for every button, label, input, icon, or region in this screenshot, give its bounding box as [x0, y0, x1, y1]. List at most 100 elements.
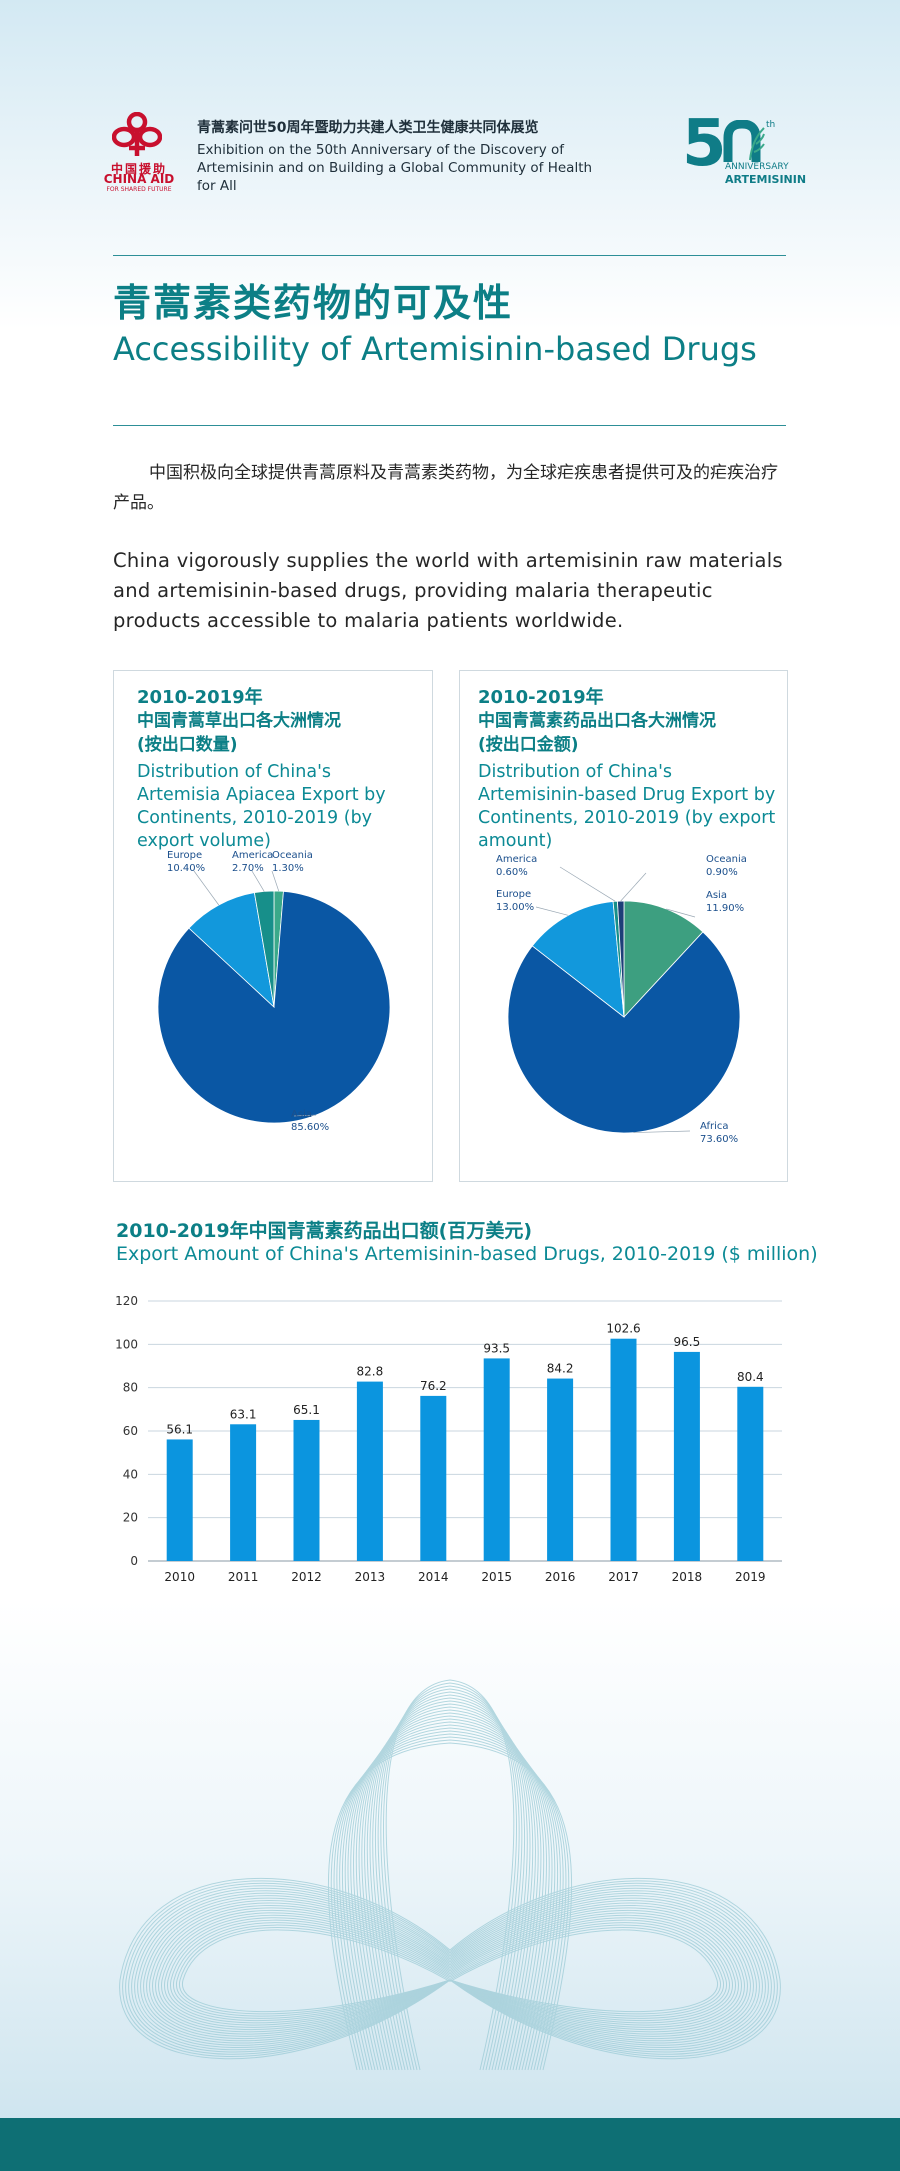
pie1-label-europe: Europe [167, 850, 202, 861]
pie1-slice-europe [188, 892, 275, 1009]
bar-chart-export-amount: 0 20 40 60 80 100 120 56.1 2010 63.1 2011 65.1 2012 8… [115, 1294, 782, 1584]
pie1-value-asia: 85.60% [291, 1122, 329, 1133]
bar-2012 [293, 1419, 320, 1561]
pie2-leader-europe [535, 906, 569, 916]
decorative-ribbon-icon [119, 1679, 781, 2071]
pie2-value-oceania: 0.90% [706, 867, 738, 878]
bar-value-label-2014: 76.2 [420, 1379, 447, 1393]
bar-2011 [230, 1424, 257, 1561]
bar-value-label-2015: 93.5 [483, 1341, 510, 1355]
bar-xtick-2018: 2018 [672, 1570, 703, 1584]
bar-value-label-2013: 82.8 [357, 1365, 384, 1379]
pie1-leader-asia [293, 1114, 317, 1117]
bar-2016 [547, 1378, 574, 1561]
pie1-label-america: America [232, 850, 273, 861]
bar-value-label-2019: 80.4 [737, 1370, 764, 1384]
pie1-value-oceania: 1.30% [272, 863, 304, 874]
bar-2014 [420, 1395, 447, 1561]
bar-ytick-0: 0 [130, 1554, 138, 1568]
title-bottom-rule [113, 425, 786, 426]
pie2-label-oceania: Oceania [706, 854, 747, 865]
bar-chart-title-en: Export Amount of China's Artemisinin-bas… [116, 1243, 818, 1265]
bar-value-label-2011: 63.1 [230, 1407, 257, 1421]
bar-2013 [356, 1381, 383, 1561]
pie1-title-cn-line2: (按出口数量) [137, 735, 238, 755]
bar-xtick-2017: 2017 [608, 1570, 639, 1584]
logo-cn-text: 中国援助 [110, 162, 167, 176]
pie2-value-europe: 13.00% [496, 902, 534, 913]
bar-value-label-2018: 96.5 [674, 1335, 701, 1349]
pie2-title-en: Distribution of China's Artemisinin-base… [478, 762, 776, 851]
pie1-leader-oceania [271, 870, 280, 892]
bar-ytick-120: 120 [115, 1294, 138, 1308]
exhibition-title-en: Exhibition on the 50th Anniversary of th… [197, 142, 593, 194]
bar-xtick-2013: 2013 [355, 1570, 386, 1584]
pie2-label-africa: Africa [700, 1121, 729, 1132]
bar-2019 [737, 1386, 764, 1561]
pie2-leader-oceania [620, 872, 647, 902]
pie2-value-asia: 11.90% [706, 903, 744, 914]
bar-xtick-2012: 2012 [291, 1570, 322, 1584]
pie2-value-america: 0.60% [496, 867, 528, 878]
bar-value-label-2016: 84.2 [547, 1362, 574, 1376]
pie1-title-en: Distribution of China's Artemisia Apiace… [137, 762, 386, 851]
pie1-leader-america [251, 870, 265, 892]
title-top-rule [113, 255, 786, 256]
bar-xtick-2011: 2011 [228, 1570, 259, 1584]
pie-card-export-amount: 2010-2019年 中国青蒿素药品出口各大洲情况 (按出口金额) Distri… [459, 670, 788, 1182]
bar-xtick-2019: 2019 [735, 1570, 766, 1584]
footer-band [0, 2118, 900, 2171]
badge-number: 5 [682, 107, 727, 181]
intro-paragraph-cn: 中国积极向全球提供青蒿原料及青蒿素类药物，为全球疟疾患者提供可及的疟疾治疗产品。 [113, 463, 778, 513]
exhibition-title-cn: 青蒿素问世50周年暨助力共建人类卫生健康共同体展览 [197, 120, 539, 136]
pie2-leader-asia [666, 908, 696, 918]
pie1-value-america: 2.70% [232, 863, 264, 874]
pie2-title-year: 2010-2019年 [478, 687, 604, 708]
bar-2015 [483, 1358, 510, 1561]
zero-leaf-icon [723, 120, 765, 162]
page-title-cn: 青蒿素类药物的可及性 [113, 281, 514, 325]
pie2-label-america: America [496, 854, 537, 865]
bar-2017 [610, 1338, 637, 1561]
pie1-leader-europe [193, 870, 220, 906]
badge-artemisinin: ARTEMISININ [725, 173, 807, 186]
bar-xtick-2014: 2014 [418, 1570, 449, 1584]
pie2-leader-africa [633, 1130, 691, 1133]
pie2-label-asia: Asia [706, 890, 727, 901]
bar-ytick-80: 80 [123, 1381, 138, 1395]
bar-value-label-2012: 65.1 [293, 1403, 320, 1417]
bar-2010 [166, 1439, 193, 1561]
intro-paragraph-en: China vigorously supplies the world with… [113, 549, 783, 632]
pie2-slice-europe [531, 901, 625, 1018]
page-title-en: Accessibility of Artemisinin-based Drugs [113, 330, 757, 368]
bar-ytick-40: 40 [123, 1467, 138, 1481]
bar-value-label-2017: 102.6 [606, 1322, 640, 1336]
pie1-label-asia: Asia [291, 1109, 312, 1120]
badge-anniversary: ANNIVERSARY [725, 162, 789, 172]
pie1-title-year: 2010-2019年 [137, 687, 263, 708]
pie2-title-cn-line2: (按出口金额) [478, 735, 579, 755]
bar-value-label-2010: 56.1 [166, 1422, 193, 1436]
pie2-title-cn-line1: 中国青蒿素药品出口各大洲情况 [478, 711, 716, 731]
bar-xtick-2016: 2016 [545, 1570, 576, 1584]
bar-xtick-2010: 2010 [164, 1570, 195, 1584]
china-aid-knot-icon [112, 112, 162, 156]
bar-ytick-60: 60 [123, 1424, 138, 1438]
bar-ytick-100: 100 [115, 1337, 138, 1351]
pie2-leader-america [559, 866, 616, 902]
logo-sub-text: FOR SHARED FUTURE [106, 186, 172, 193]
bar-xtick-2015: 2015 [481, 1570, 512, 1584]
bar-chart-title-cn: 2010-2019年中国青蒿素药品出口额(百万美元) [116, 1220, 533, 1242]
pie1-value-europe: 10.40% [167, 863, 205, 874]
bar-2018 [673, 1351, 700, 1561]
pie1-label-oceania: Oceania [272, 850, 313, 861]
badge-th: th [766, 120, 776, 130]
bar-ytick-20: 20 [123, 1511, 138, 1525]
pie-card-export-volume: 2010-2019年 中国青蒿草出口各大洲情况 (按出口数量) Distribu… [113, 670, 433, 1182]
logo-en-text: CHINA AID [103, 172, 175, 186]
anniversary-badge: 5 th ANNIVERSARY ARTEMISININ [682, 107, 806, 188]
pie2-label-europe: Europe [496, 889, 531, 900]
pie-chart-export-amount: Asia 11.90% Africa 73.60% Europe 13.00% Americ… [496, 854, 747, 1145]
pie1-title-cn-line1: 中国青蒿草出口各大洲情况 [137, 711, 341, 731]
pie-chart-export-volume: Oceania 1.30% Asia 85.60% Europe 10.40% Americ… [157, 850, 391, 1133]
